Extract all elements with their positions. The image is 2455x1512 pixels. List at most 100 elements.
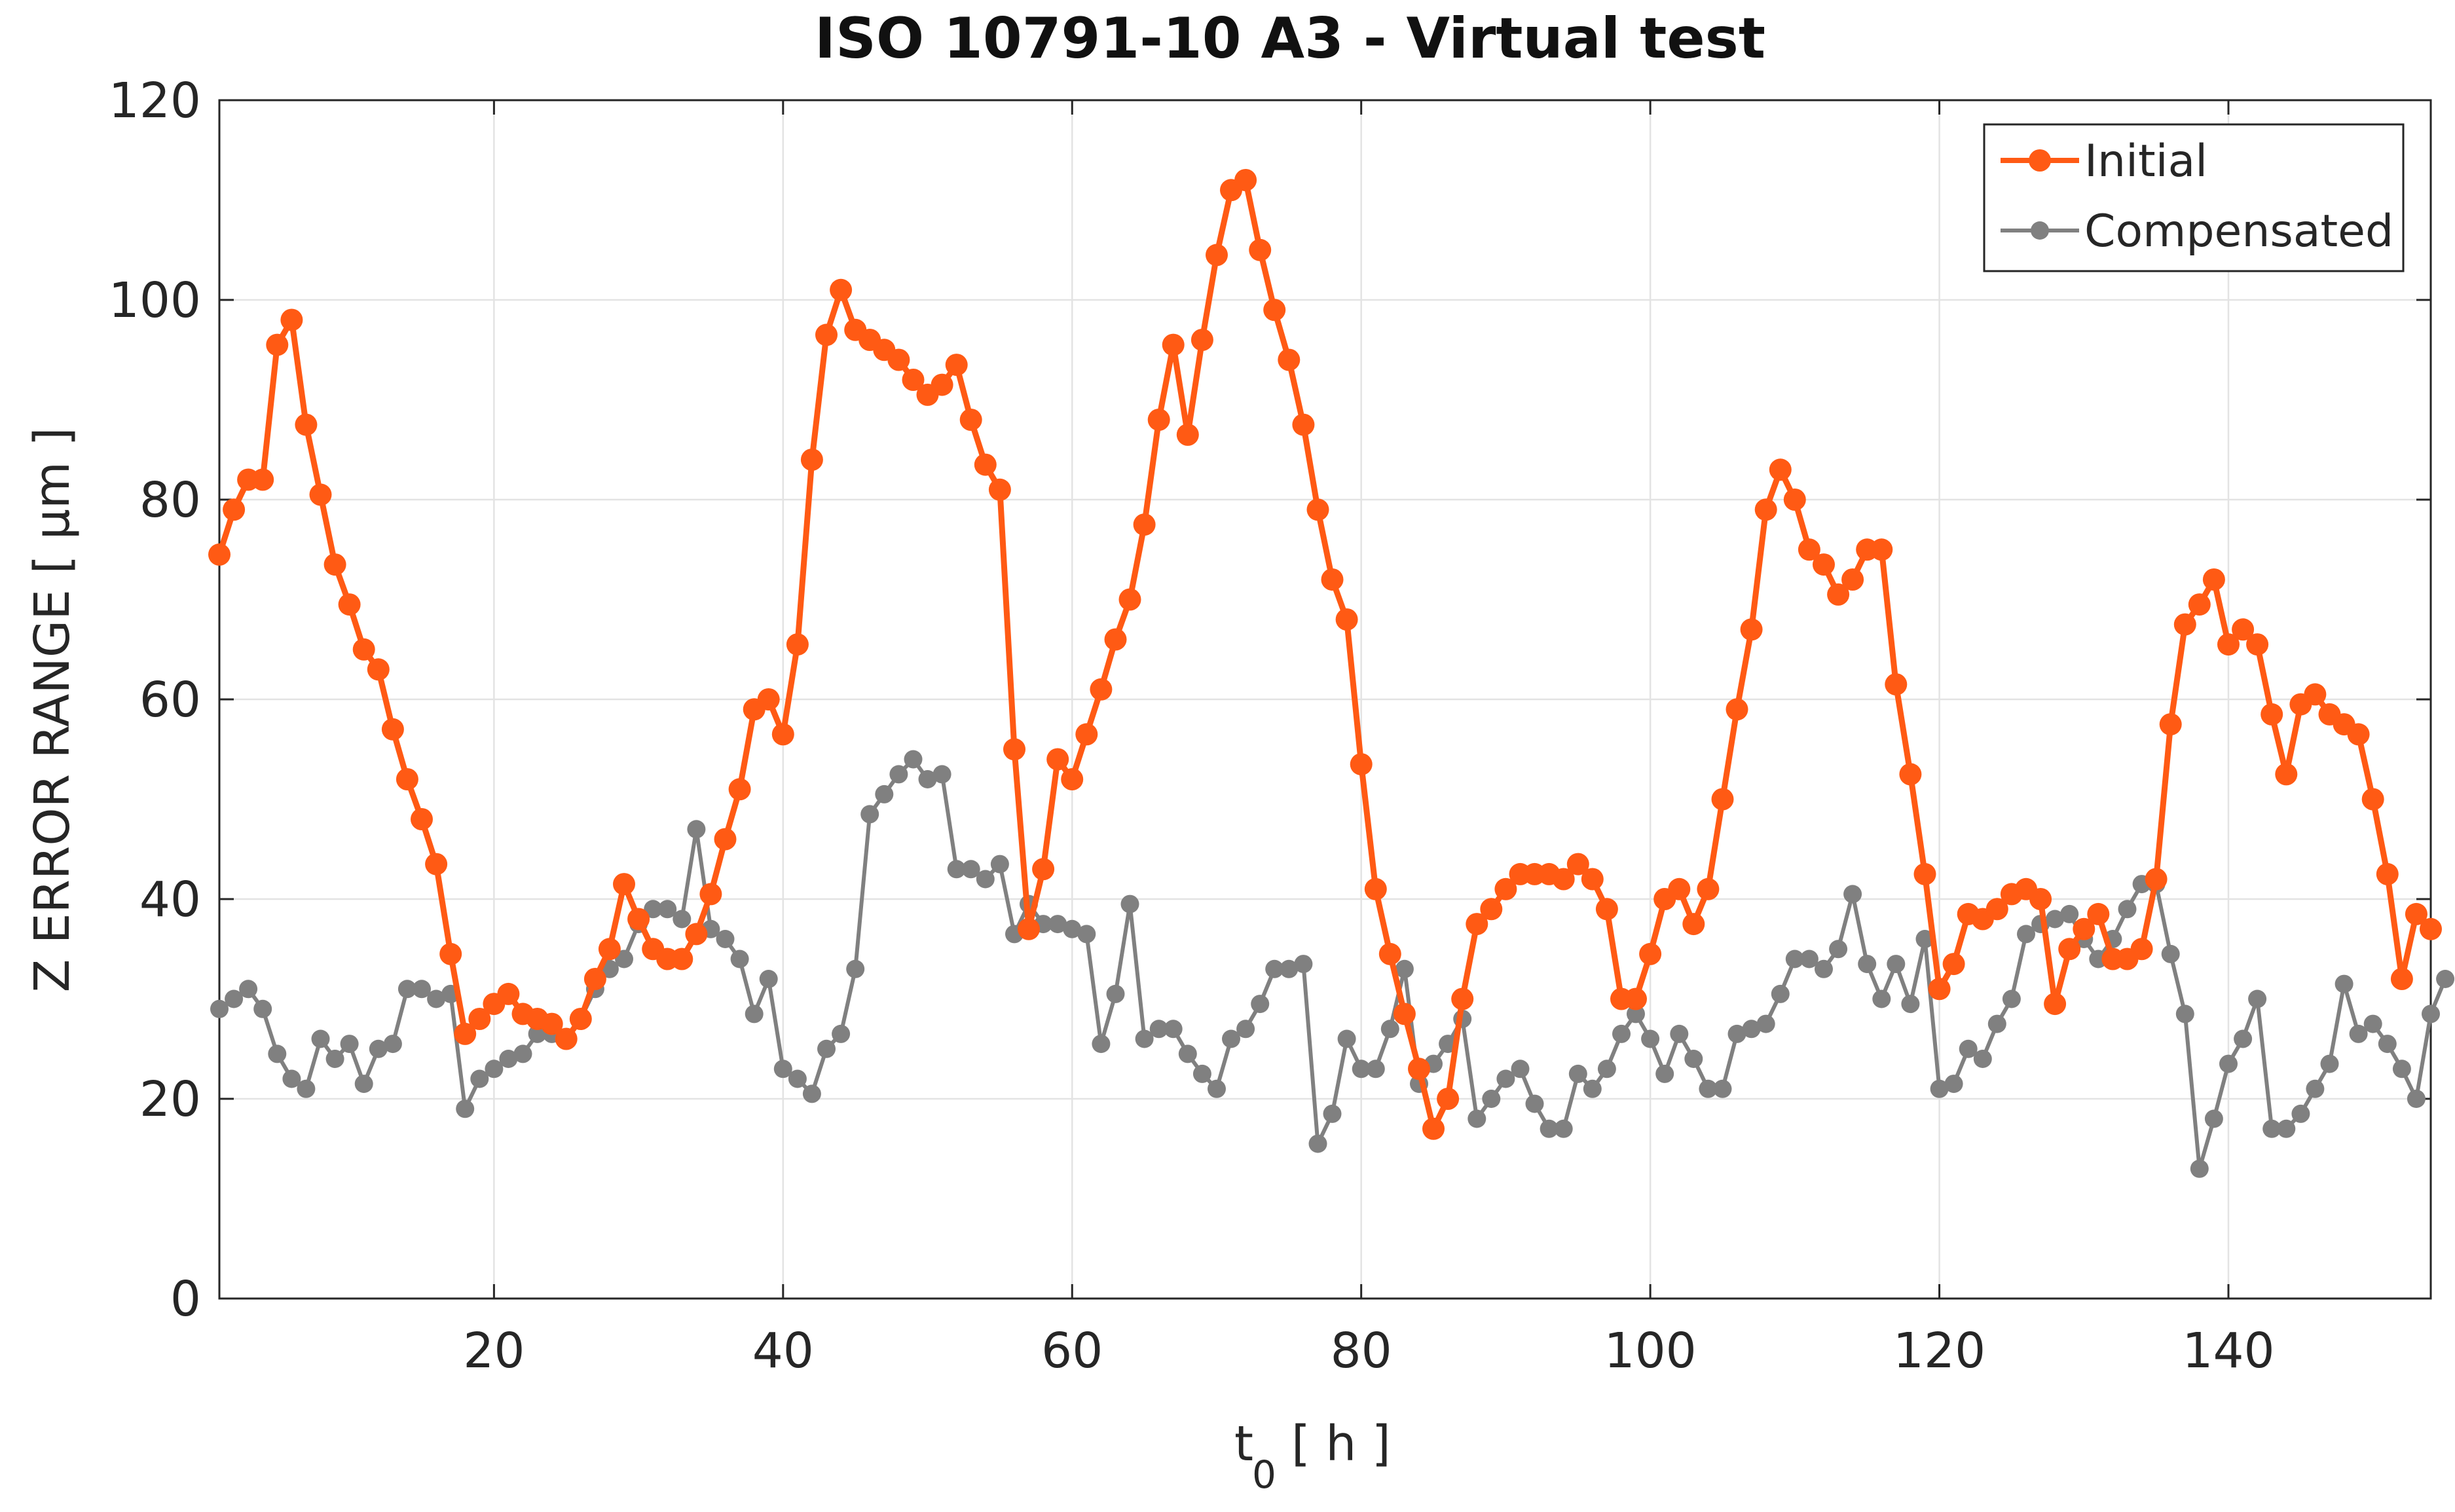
data-point-compensated	[745, 1005, 764, 1023]
data-point-compensated	[2002, 989, 2021, 1008]
data-point-compensated	[1727, 1024, 1746, 1043]
data-point-initial	[1263, 299, 1286, 322]
data-point-compensated	[427, 989, 446, 1008]
data-point-initial	[223, 498, 246, 521]
data-point-initial	[1249, 238, 1272, 261]
data-point-compensated	[2262, 1119, 2281, 1138]
data-point-compensated	[1959, 1039, 1978, 1058]
data-point-initial	[931, 373, 953, 396]
data-point-initial	[338, 593, 361, 616]
data-point-initial	[1191, 329, 1213, 351]
chart-title: ISO 10791-10 A3 - Virtual test	[815, 6, 1765, 71]
data-point-initial	[757, 688, 780, 710]
data-point-compensated	[615, 950, 633, 968]
data-point-compensated	[932, 765, 951, 784]
x-tick-label: 140	[2182, 1323, 2274, 1379]
legend-label-initial: Initial	[2084, 136, 2207, 187]
data-point-compensated	[2190, 1159, 2209, 1178]
data-point-initial	[1176, 423, 1199, 446]
data-point-compensated	[889, 765, 908, 784]
data-point-initial	[569, 1008, 592, 1030]
y-axis-ticks: 0 20 40 60 80 100 120	[109, 73, 2431, 1327]
data-point-initial	[295, 413, 318, 436]
data-point-compensated	[2219, 1054, 2238, 1073]
data-point-compensated	[1756, 1014, 1775, 1033]
data-point-initial	[1408, 1058, 1430, 1080]
data-point-initial	[1625, 987, 1647, 1010]
x-tick-label: 100	[1604, 1323, 1696, 1379]
y-tick-label: 20	[139, 1071, 201, 1128]
data-point-compensated	[1380, 1020, 1399, 1039]
series-compensated	[210, 750, 2455, 1178]
data-point-compensated	[311, 1029, 330, 1048]
data-point-compensated	[1106, 984, 1125, 1003]
y-tick-label: 100	[109, 272, 201, 329]
data-point-compensated	[1540, 1119, 1559, 1138]
legend-marker-compensated	[2031, 221, 2049, 240]
data-point-compensated	[961, 860, 980, 879]
data-point-compensated	[1930, 1079, 1949, 1098]
data-point-compensated	[2046, 910, 2065, 929]
data-point-compensated	[1352, 1060, 1371, 1079]
data-point-compensated	[499, 1050, 518, 1068]
data-point-compensated	[2378, 1035, 2397, 1054]
data-point-initial	[1046, 748, 1069, 771]
data-point-initial	[1566, 853, 1589, 876]
data-point-compensated	[1149, 1020, 1168, 1039]
data-point-compensated	[1742, 1020, 1761, 1039]
data-point-initial	[367, 658, 390, 681]
data-point-compensated	[658, 900, 677, 919]
data-point-compensated	[1525, 1094, 1544, 1113]
data-point-initial	[1682, 913, 1705, 936]
data-point-compensated	[860, 805, 879, 824]
data-point-initial	[2029, 888, 2052, 910]
data-point-initial	[1595, 898, 1618, 921]
data-point-initial	[2130, 938, 2153, 961]
data-point-initial	[902, 369, 925, 391]
data-point-compensated	[397, 980, 416, 999]
data-point-compensated	[1670, 1024, 1689, 1043]
data-point-compensated	[716, 930, 735, 948]
data-point-initial	[800, 449, 823, 471]
data-point-compensated	[1915, 930, 1934, 948]
data-point-initial	[1480, 898, 1503, 921]
data-point-compensated	[1655, 1064, 1674, 1083]
data-point-initial	[613, 873, 635, 896]
data-point-initial	[786, 633, 809, 656]
data-point-initial	[1798, 538, 1820, 561]
x-tick-label: 40	[752, 1323, 814, 1379]
data-point-compensated	[990, 855, 1009, 874]
data-point-compensated	[730, 950, 749, 968]
data-point-compensated	[1987, 1014, 2006, 1033]
data-point-initial	[1118, 588, 1141, 611]
data-point-compensated	[225, 989, 244, 1008]
data-point-initial	[771, 723, 794, 746]
data-point-compensated	[2320, 1054, 2339, 1073]
data-point-initial	[1639, 942, 1662, 965]
x-axis-label-variable: t	[1234, 1416, 1253, 1472]
data-point-initial	[555, 1027, 578, 1050]
data-point-compensated	[369, 1039, 388, 1058]
data-point-initial	[2159, 713, 2182, 736]
data-point-initial	[1711, 788, 1734, 811]
y-tick-label: 120	[109, 73, 201, 129]
data-point-compensated	[1843, 885, 1862, 904]
data-point-compensated	[2248, 989, 2267, 1008]
data-point-compensated	[1308, 1134, 1327, 1153]
data-point-initial	[425, 853, 448, 876]
data-point-initial	[988, 478, 1011, 501]
legend-box	[1983, 123, 2405, 272]
data-point-compensated	[297, 1079, 316, 1098]
x-tick-label: 120	[1893, 1323, 1985, 1379]
data-point-initial	[1813, 553, 1835, 576]
data-point-initial	[1466, 913, 1488, 936]
data-point-compensated	[1323, 1104, 1342, 1123]
data-point-initial	[1769, 458, 1792, 481]
data-point-compensated	[1829, 940, 1848, 959]
data-point-compensated	[1815, 959, 1833, 978]
data-point-compensated	[1236, 1020, 1255, 1039]
data-point-compensated	[1164, 1020, 1183, 1039]
data-point-compensated	[2422, 1005, 2440, 1023]
data-point-compensated	[918, 770, 937, 788]
series-line-initial	[216, 177, 2434, 1132]
